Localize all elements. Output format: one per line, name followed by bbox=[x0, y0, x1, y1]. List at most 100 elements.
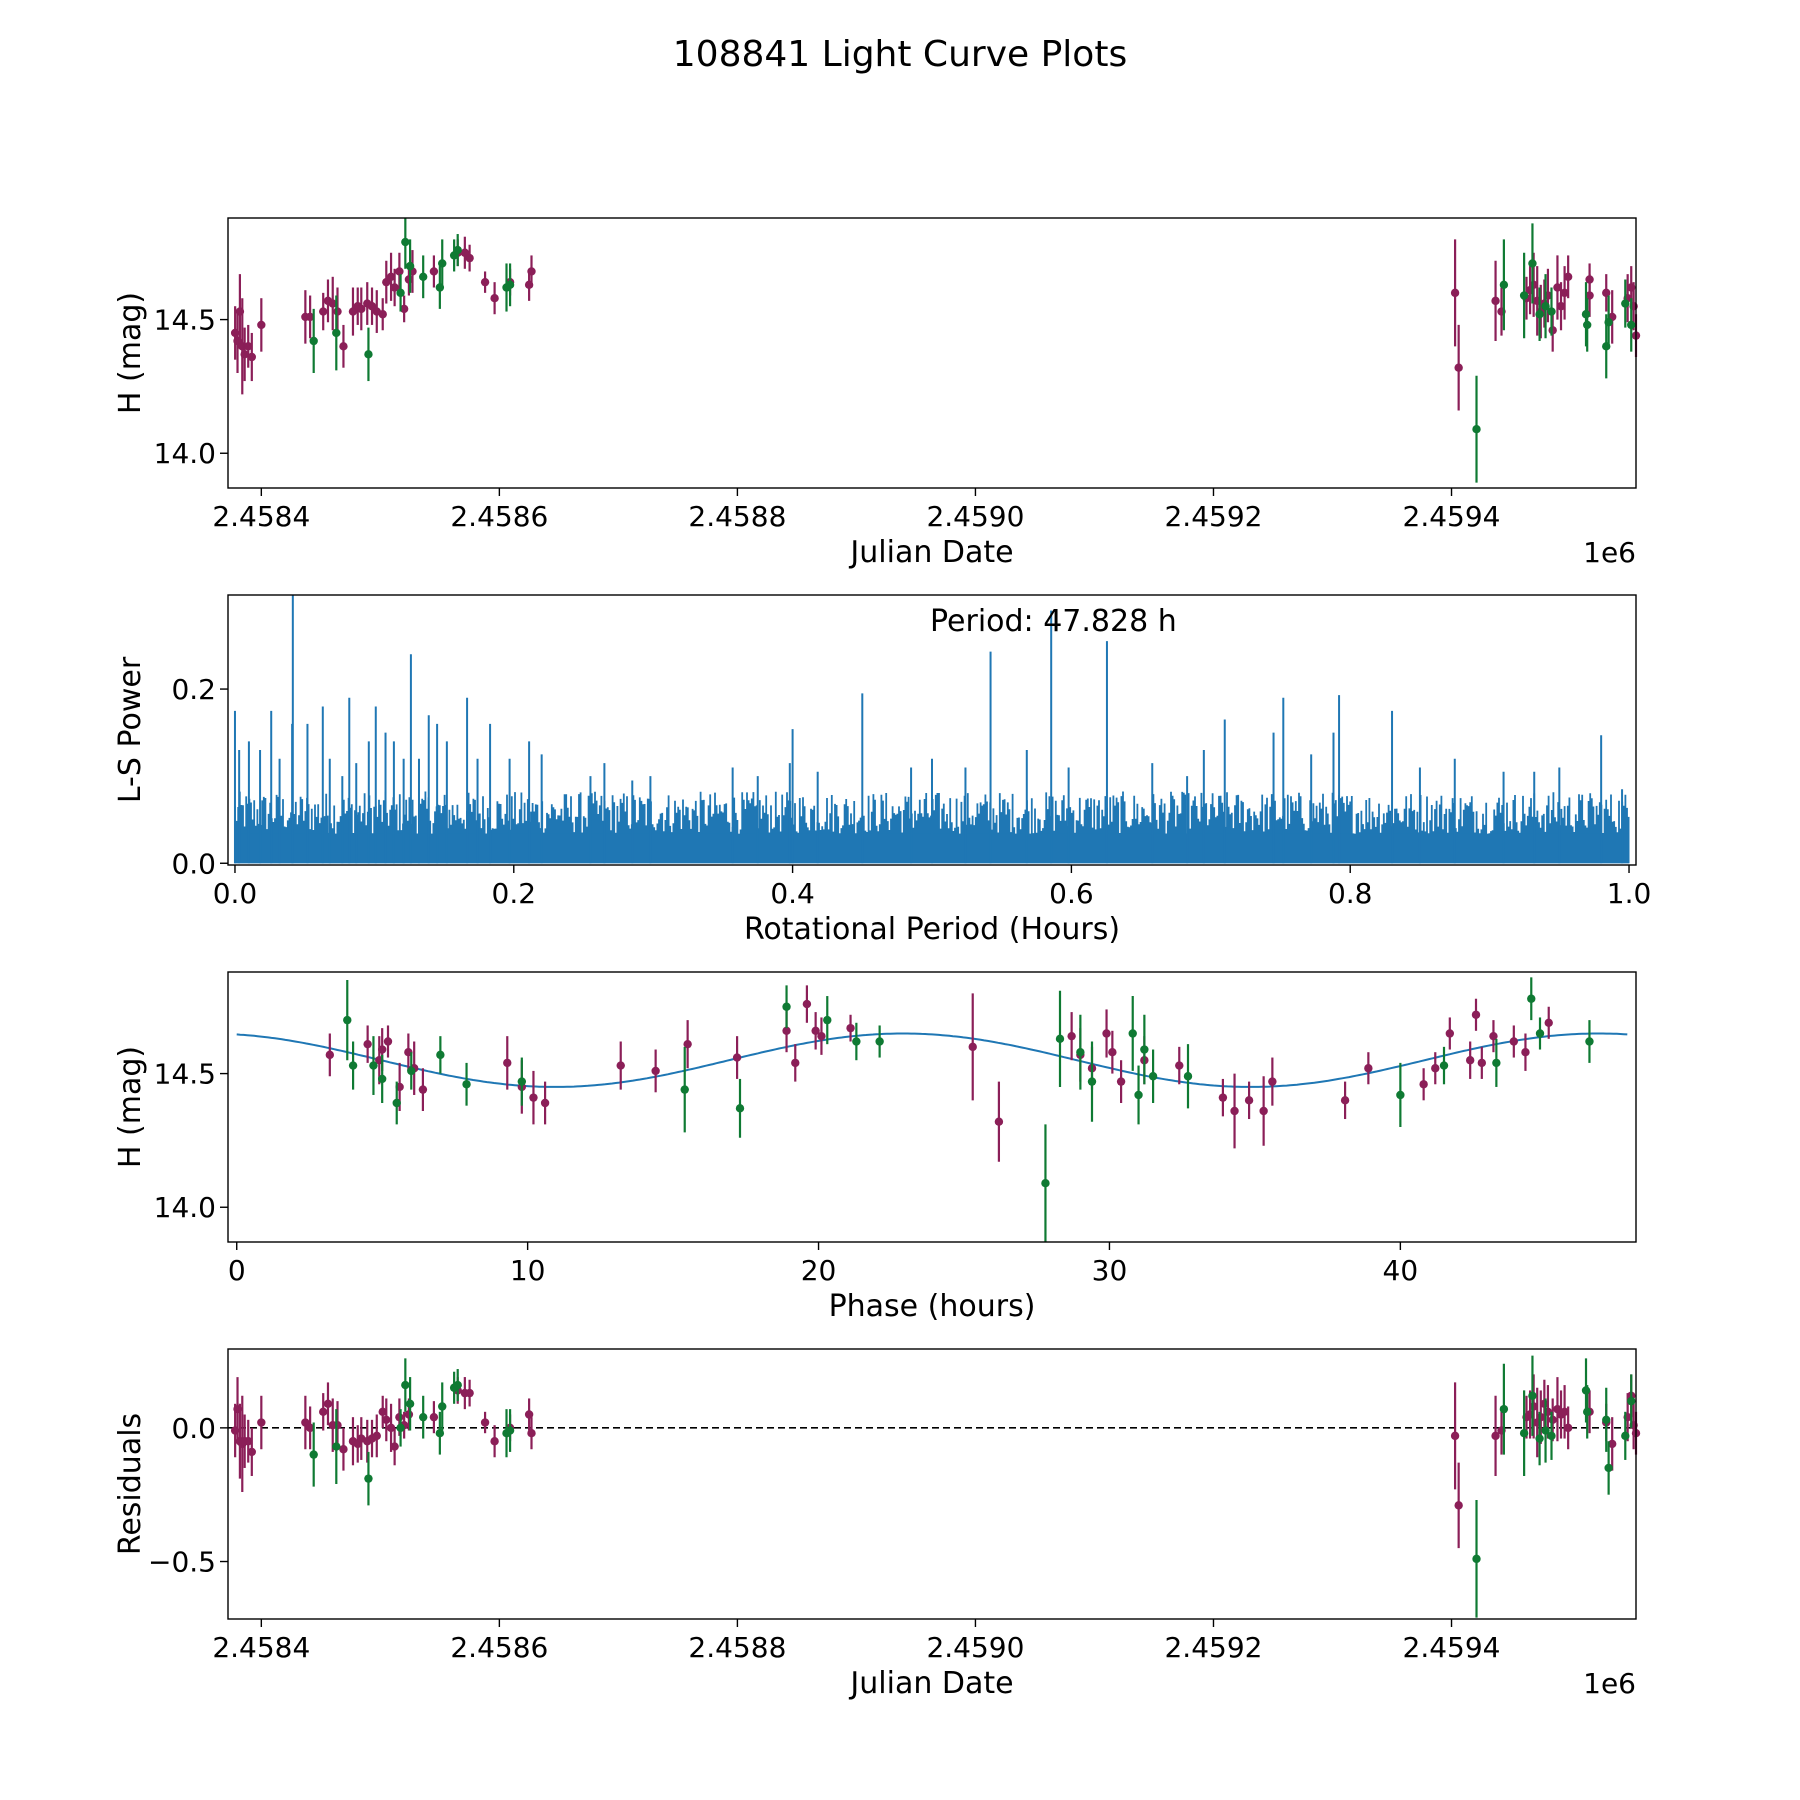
x-tick-label: 2.4586 bbox=[450, 1631, 548, 1664]
data-point bbox=[1431, 1064, 1440, 1073]
data-point bbox=[1183, 1072, 1193, 1081]
data-point bbox=[436, 1050, 445, 1060]
data-point bbox=[1560, 1407, 1569, 1417]
data-point bbox=[1535, 1029, 1545, 1038]
data-point bbox=[372, 1431, 381, 1441]
axes-frame bbox=[227, 217, 1637, 489]
data-point bbox=[1556, 302, 1566, 311]
y-tick-label: 14.5 bbox=[154, 1058, 216, 1091]
data-point bbox=[1604, 318, 1613, 327]
data-point bbox=[811, 1026, 820, 1036]
data-point bbox=[1445, 1029, 1455, 1038]
data-point bbox=[1140, 1045, 1149, 1054]
data-point bbox=[377, 1045, 387, 1054]
data-point bbox=[333, 307, 342, 316]
x-tick-label: 0.4 bbox=[770, 877, 815, 910]
data-point bbox=[386, 1423, 396, 1433]
data-point bbox=[1450, 1431, 1460, 1441]
data-point bbox=[378, 1407, 387, 1417]
data-point bbox=[1547, 1431, 1556, 1441]
axes-frame bbox=[227, 971, 1637, 1243]
data-point bbox=[1535, 1434, 1544, 1443]
data-point bbox=[319, 1407, 328, 1417]
data-point bbox=[505, 1426, 515, 1435]
data-point bbox=[683, 1039, 692, 1049]
y-tick-label: −0.5 bbox=[148, 1546, 216, 1579]
data-point bbox=[968, 1042, 977, 1052]
data-point bbox=[1499, 280, 1509, 290]
period-annotation: Period: 47.828 h bbox=[930, 604, 1177, 639]
data-point bbox=[1076, 1047, 1085, 1057]
figure-title: 108841 Light Curve Plots bbox=[673, 34, 1127, 75]
data-point bbox=[1553, 283, 1562, 292]
x-axis-label: Rotational Period (Hours) bbox=[744, 912, 1120, 947]
data-point bbox=[1535, 310, 1544, 319]
data-point bbox=[1627, 1396, 1636, 1406]
y-tick-label: 14.5 bbox=[154, 304, 216, 337]
data-point bbox=[1128, 1029, 1137, 1038]
data-point bbox=[435, 1429, 445, 1438]
data-point bbox=[540, 1098, 550, 1108]
data-point bbox=[438, 1402, 447, 1411]
data-point bbox=[332, 328, 341, 338]
data-point bbox=[257, 320, 266, 330]
data-point bbox=[1585, 275, 1594, 284]
data-point bbox=[390, 1442, 399, 1451]
data-point bbox=[480, 1418, 490, 1427]
axes-frame bbox=[227, 1348, 1637, 1620]
data-point bbox=[1544, 1018, 1553, 1027]
data-point bbox=[328, 299, 337, 308]
data-point bbox=[405, 1399, 415, 1409]
data-point bbox=[782, 1026, 791, 1036]
data-point bbox=[309, 1450, 318, 1459]
y-axis-label: H (mag) bbox=[113, 292, 148, 414]
data-point bbox=[1548, 326, 1557, 335]
x-tick-label: 20 bbox=[801, 1254, 837, 1287]
data-point bbox=[1230, 1106, 1239, 1116]
data-point bbox=[383, 1037, 393, 1046]
data-point bbox=[1521, 1047, 1530, 1057]
x-tick-label: 2.4590 bbox=[926, 1631, 1024, 1664]
y-tick-label: 14.0 bbox=[154, 1191, 216, 1224]
data-point bbox=[1528, 259, 1537, 268]
data-point bbox=[1465, 1056, 1475, 1065]
periodogram-panel: 0.0 0.2 0.4 0.6 0.8 1.0 0.0 0.2 Rotational Perio… bbox=[113, 594, 1651, 947]
data-point bbox=[429, 267, 439, 276]
data-point bbox=[240, 350, 249, 359]
data-point bbox=[505, 280, 515, 290]
data-point bbox=[1585, 1037, 1594, 1046]
data-point bbox=[363, 1039, 372, 1049]
data-point bbox=[364, 1474, 373, 1483]
data-point bbox=[1396, 1090, 1405, 1100]
data-point bbox=[319, 307, 328, 316]
data-point bbox=[438, 259, 447, 268]
data-point bbox=[1244, 1096, 1254, 1105]
data-point bbox=[732, 1053, 742, 1062]
data-point bbox=[407, 1066, 416, 1076]
data-point bbox=[1439, 1061, 1449, 1070]
residuals-panel: 2.4584 2.4586 2.4588 2.4590 2.4592 2.4594 −0.5… bbox=[113, 1348, 1641, 1701]
data-point bbox=[651, 1066, 660, 1076]
data-point bbox=[1492, 1058, 1501, 1068]
data-point bbox=[1528, 1391, 1537, 1400]
data-point bbox=[386, 272, 396, 282]
data-point bbox=[405, 261, 415, 271]
data-point bbox=[309, 336, 318, 346]
data-point bbox=[875, 1037, 884, 1046]
data-point bbox=[1454, 363, 1463, 372]
x-axis-label: Julian Date bbox=[848, 1666, 1013, 1701]
data-point bbox=[305, 312, 315, 322]
data-point bbox=[802, 999, 812, 1009]
data-point bbox=[1548, 1415, 1557, 1425]
data-point bbox=[1602, 288, 1611, 298]
data-point bbox=[616, 1061, 625, 1070]
data-point bbox=[490, 1437, 499, 1446]
x-tick-label: 0.6 bbox=[1049, 877, 1094, 910]
data-point bbox=[247, 1447, 257, 1457]
x-tick-label: 2.4592 bbox=[1164, 1631, 1262, 1664]
x-tick-label: 2.4594 bbox=[1403, 1631, 1501, 1664]
data-point bbox=[1218, 1093, 1228, 1102]
data-point bbox=[247, 352, 257, 362]
data-point bbox=[1450, 288, 1460, 298]
data-point bbox=[339, 342, 348, 351]
